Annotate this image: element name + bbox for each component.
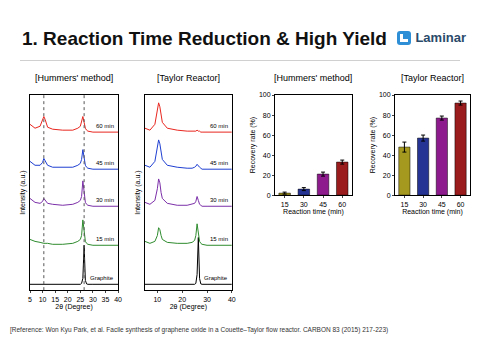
- svg-text:15 min: 15 min: [210, 236, 228, 242]
- svg-text:30: 30: [300, 201, 308, 208]
- svg-text:20: 20: [178, 296, 186, 303]
- svg-text:30: 30: [203, 296, 211, 303]
- svg-text:40: 40: [114, 296, 122, 303]
- svg-text:[Hummers' method]: [Hummers' method]: [35, 73, 113, 83]
- svg-text:45 min: 45 min: [210, 160, 228, 166]
- svg-text:100: 100: [379, 91, 391, 98]
- svg-text:35: 35: [102, 296, 110, 303]
- svg-text:2θ (Degree): 2θ (Degree): [170, 303, 207, 311]
- svg-text:40: 40: [228, 296, 236, 303]
- svg-text:2θ (Degree): 2θ (Degree): [55, 303, 92, 311]
- svg-text:60: 60: [263, 132, 271, 139]
- svg-text:30: 30: [419, 201, 427, 208]
- svg-text:Recovery rate (%): Recovery rate (%): [249, 117, 257, 173]
- svg-text:80: 80: [383, 112, 391, 119]
- svg-text:15 min: 15 min: [96, 236, 114, 242]
- svg-text:Graphite: Graphite: [204, 275, 228, 281]
- svg-text:[Taylor Reactor]: [Taylor Reactor]: [157, 73, 220, 83]
- svg-text:Recovery rate (%): Recovery rate (%): [369, 117, 377, 173]
- svg-text:0: 0: [387, 192, 391, 199]
- svg-text:30 min: 30 min: [96, 197, 114, 203]
- svg-text:40: 40: [263, 152, 271, 159]
- svg-text:Reaction time (min): Reaction time (min): [402, 208, 463, 216]
- svg-text:[Taylor Reactor]: [Taylor Reactor]: [401, 73, 464, 83]
- svg-text:25: 25: [76, 296, 84, 303]
- svg-text:Intensity (a.u.): Intensity (a.u.): [134, 170, 142, 214]
- svg-text:45: 45: [319, 201, 327, 208]
- svg-text:40: 40: [383, 152, 391, 159]
- svg-text:60 min: 60 min: [96, 123, 114, 129]
- svg-text:80: 80: [263, 112, 271, 119]
- svg-text:60: 60: [338, 201, 346, 208]
- svg-text:[Hummers' method]: [Hummers' method]: [274, 73, 352, 83]
- svg-text:15: 15: [401, 201, 409, 208]
- svg-text:60: 60: [457, 201, 465, 208]
- html-text:Laminar: Laminar: [415, 30, 466, 45]
- svg-text:20: 20: [64, 296, 72, 303]
- html-text:1. Reaction Time Reduction & H: 1. Reaction Time Reduction & High Yield: [22, 28, 387, 49]
- svg-text:10: 10: [153, 296, 161, 303]
- svg-text:5: 5: [28, 296, 32, 303]
- svg-text:30 min: 30 min: [210, 197, 228, 203]
- svg-text:0: 0: [267, 192, 271, 199]
- svg-text:45 min: 45 min: [96, 160, 114, 166]
- svg-text:60: 60: [383, 132, 391, 139]
- svg-text:30: 30: [89, 296, 97, 303]
- svg-text:15: 15: [51, 296, 59, 303]
- svg-text:10: 10: [39, 296, 47, 303]
- svg-text:100: 100: [259, 91, 271, 98]
- svg-text:15: 15: [281, 201, 289, 208]
- svg-text:60 min: 60 min: [210, 123, 228, 129]
- svg-text:Reaction time (min): Reaction time (min): [283, 208, 344, 216]
- svg-text:20: 20: [383, 172, 391, 179]
- svg-text:45: 45: [438, 201, 446, 208]
- svg-text:Intensity (a.u.): Intensity (a.u.): [19, 170, 27, 214]
- svg-text:Graphite: Graphite: [90, 275, 114, 281]
- svg-text:20: 20: [263, 172, 271, 179]
- html-text:[Reference: Won Kyu Park, et a: [Reference: Won Kyu Park, et al. Facile …: [10, 326, 389, 333]
